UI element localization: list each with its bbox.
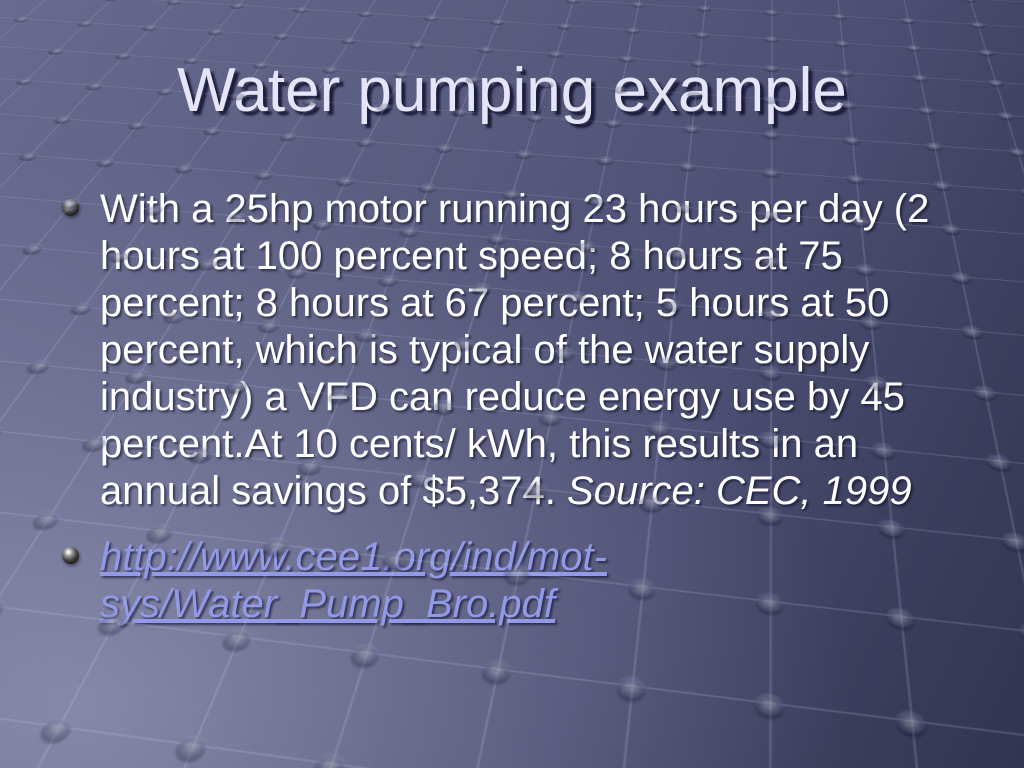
body-text-segment: With a 25hp motor running 23 hours per d… xyxy=(100,187,930,231)
body-text-segment: industry) a VFD can reduce energy use by… xyxy=(100,375,905,419)
bullet-line: hours at 100 percent speed; 8 hours at 7… xyxy=(100,233,929,280)
bullet-text-block: With a 25hp motor running 23 hours per d… xyxy=(100,186,929,515)
bullet-line: percent.At 10 cents/ kWh, this results i… xyxy=(100,421,929,468)
body-text-segment: hours at 100 percent speed; 8 hours at 7… xyxy=(100,234,843,278)
bullet-line: annual savings of $5,374. Source: CEC, 1… xyxy=(100,468,929,515)
body-text-segment: percent; 8 hours at 67 percent; 5 hours … xyxy=(100,281,890,325)
bullet-line: sys/Water_Pump_Bro.pdf xyxy=(100,581,607,628)
bullet-line: percent, which is typical of the water s… xyxy=(100,327,929,374)
bullet-line: percent; 8 hours at 67 percent; 5 hours … xyxy=(100,280,929,327)
bullet-sphere-icon xyxy=(62,547,79,564)
source-citation: Source: CEC, 1999 xyxy=(567,469,912,513)
link-text-segment: http://www.cee1.org/ind/mot- xyxy=(100,535,607,579)
pdf-link[interactable]: http://www.cee1.org/ind/mot-sys/Water_Pu… xyxy=(100,534,607,628)
bullet-line: http://www.cee1.org/ind/mot- xyxy=(100,534,607,581)
body-text-segment: annual savings of $5,374. xyxy=(100,469,568,513)
link-text-segment: sys/Water_Pump_Bro.pdf xyxy=(100,582,556,626)
bullet-list: With a 25hp motor running 23 hours per d… xyxy=(62,186,972,628)
body-text-segment: percent, which is typical of the water s… xyxy=(100,328,870,372)
bullet-line: industry) a VFD can reduce energy use by… xyxy=(100,374,929,421)
bullet-item: With a 25hp motor running 23 hours per d… xyxy=(62,186,972,515)
slide-title: Water pumping example xyxy=(177,56,847,125)
bullet-line: With a 25hp motor running 23 hours per d… xyxy=(100,186,929,233)
bullet-link-block: http://www.cee1.org/ind/mot-sys/Water_Pu… xyxy=(100,534,607,628)
body-text-segment: percent.At 10 cents/ kWh, this results i… xyxy=(100,422,859,466)
bullet-sphere-icon xyxy=(62,199,79,216)
bullet-item: http://www.cee1.org/ind/mot-sys/Water_Pu… xyxy=(62,534,972,628)
